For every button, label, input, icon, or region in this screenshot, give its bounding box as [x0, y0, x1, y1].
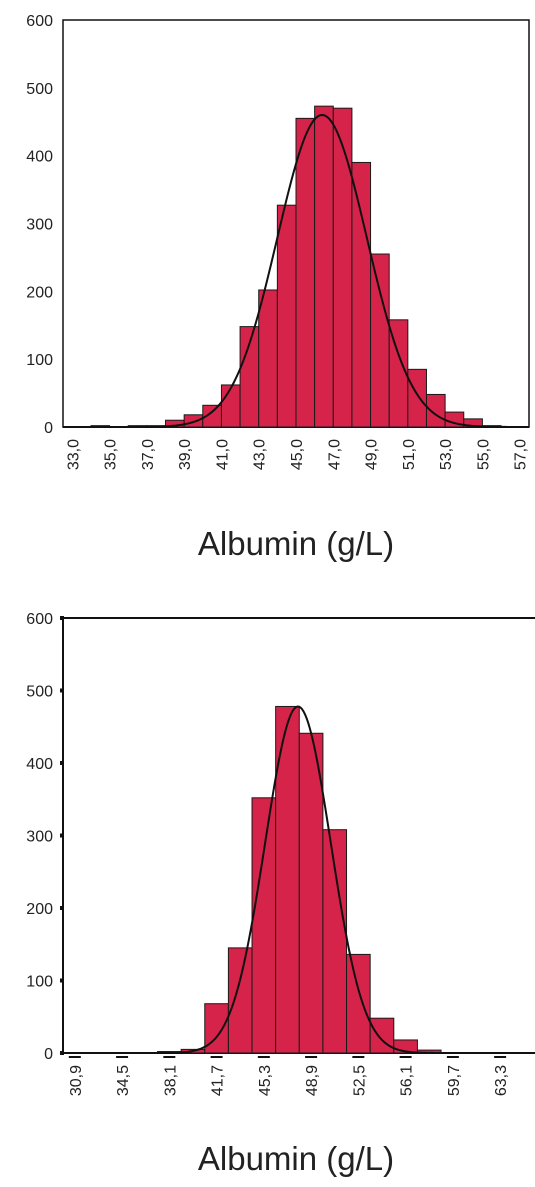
histogram-1-svg: 600 500 400 300 200 100 0 33,0 35,0 37,0 39,0 41,0 4… [26, 13, 530, 562]
x-tick-label: 39,0 [177, 439, 194, 470]
x-tick-label: 48,9 [304, 1065, 321, 1096]
histogram-bar [227, 947, 253, 1054]
histogram-bar [183, 414, 204, 428]
y-tick-label: 500 [26, 81, 53, 98]
y-tick-label: 400 [26, 756, 53, 773]
histogram-bar [425, 393, 446, 428]
x-tick-label: 45,0 [289, 439, 306, 470]
histogram-bar [220, 384, 241, 428]
x-tick-label: 59,7 [446, 1065, 463, 1096]
y-tick-label: 100 [26, 974, 53, 991]
y-tick-label: 300 [26, 217, 53, 234]
histogram-bar [346, 953, 371, 1054]
histogram-bar [314, 105, 334, 428]
x-tick-label: 52,5 [351, 1065, 368, 1096]
x-tick-label: 45,3 [257, 1065, 274, 1096]
y-tick-label: 0 [44, 420, 53, 437]
x-tick-label: 34,5 [115, 1065, 132, 1096]
y-tick-label: 500 [26, 684, 53, 701]
x-tick-label: 37,0 [140, 439, 157, 470]
x-axis-title: Albumin (g/L) [198, 525, 394, 562]
histogram-bar [351, 161, 372, 428]
y-tick-label: 400 [26, 149, 53, 166]
histogram-bar [407, 368, 427, 428]
y-tick-label: 0 [44, 1046, 53, 1063]
x-tick-label: 47,0 [326, 439, 343, 470]
histogram-bar [332, 107, 353, 428]
x-tick-label: 30,9 [68, 1065, 85, 1096]
y-tick-label: 300 [26, 829, 53, 846]
x-axis-title: Albumin (g/L) [198, 1140, 394, 1177]
histogram-bar [258, 289, 278, 428]
x-tick-label: 63,3 [493, 1065, 510, 1096]
x-tick-label: 56,1 [399, 1065, 416, 1096]
x-tick-label: 51,0 [401, 439, 418, 470]
y-tick-label: 200 [26, 284, 53, 301]
x-tick-label: 49,0 [364, 439, 381, 470]
histogram-bar [251, 797, 277, 1054]
histogram-bar [295, 117, 316, 428]
y-tick-label: 600 [26, 611, 53, 628]
histogram-bar [369, 1017, 395, 1054]
x-tick-label: 41,0 [214, 439, 231, 470]
histogram-bar [463, 418, 483, 428]
y-tick-label: 600 [26, 13, 53, 30]
histogram-2-svg: 600 500 400 300 200 100 0 30,9 34,5 38,1 41,7 45,3 4… [26, 611, 535, 1177]
x-tick-label: 41,7 [210, 1065, 227, 1096]
histogram-bar [370, 253, 390, 428]
y-tick-label: 100 [26, 352, 53, 369]
y-tick-label: 200 [26, 901, 53, 918]
histogram-bar [276, 204, 297, 428]
x-tick-label: 55,0 [475, 439, 492, 470]
normal-curve [63, 113, 529, 428]
normal-curve [63, 705, 529, 1054]
x-tick-label: 57,0 [513, 439, 530, 470]
histogram-bar [298, 732, 324, 1054]
x-tick-label: 35,0 [103, 439, 120, 470]
histogram-chart-2: 600 500 400 300 200 100 0 30,9 34,5 38,1 41,7 45,3 4… [0, 590, 535, 1187]
x-tick-label: 33,0 [65, 439, 82, 470]
x-tick-label: 53,0 [438, 439, 455, 470]
x-tick-label: 43,0 [252, 439, 269, 470]
x-tick-label: 38,1 [162, 1065, 179, 1096]
histogram-chart-1: 600 500 400 300 200 100 0 33,0 35,0 37,0 39,0 41,0 4… [0, 0, 535, 590]
